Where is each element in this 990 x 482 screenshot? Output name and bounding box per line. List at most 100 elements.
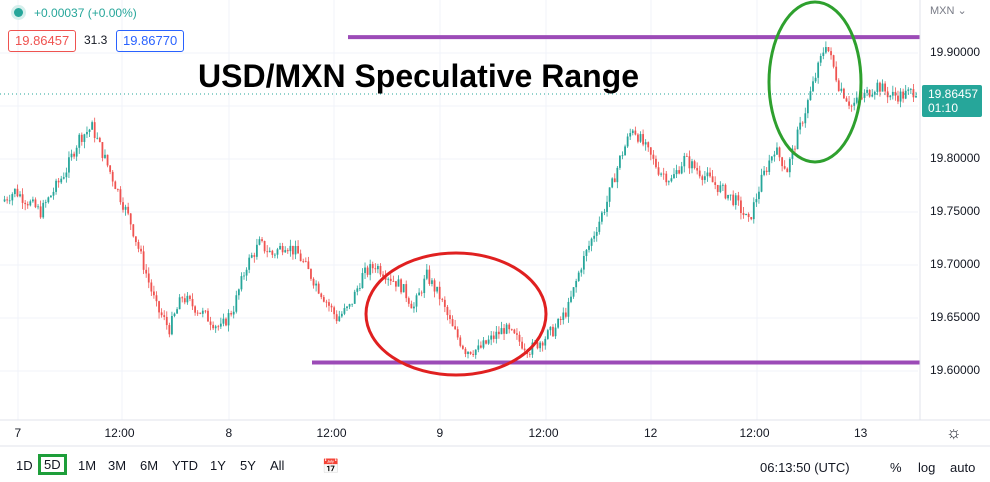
candle-body	[624, 146, 626, 156]
candle-body	[495, 331, 498, 339]
candle-body	[492, 335, 495, 339]
candle-body	[160, 312, 163, 316]
candle-body	[165, 316, 168, 326]
candle-body	[37, 206, 39, 208]
candle-body	[876, 82, 879, 92]
candle-body	[57, 180, 60, 183]
bid-price-box[interactable]: 19.86457	[8, 30, 77, 52]
candle-body	[106, 154, 109, 166]
candle-body	[353, 291, 356, 304]
candle-body	[111, 171, 114, 182]
candle-body	[395, 281, 397, 287]
timeframe-button-5d[interactable]: 5D	[38, 454, 67, 475]
candle-body	[536, 342, 539, 349]
candle-body	[809, 91, 812, 101]
candle-body	[44, 202, 47, 204]
candle-body	[176, 309, 178, 314]
candle-body	[201, 310, 204, 314]
candle-body	[153, 291, 155, 296]
candle-body	[639, 134, 642, 142]
compare-calendar-icon[interactable]: 📅	[322, 458, 340, 474]
candle-body	[510, 329, 513, 331]
candle-body	[667, 181, 670, 183]
candle-body	[843, 88, 845, 99]
x-axis-tick-label: 9	[436, 426, 444, 440]
candle-body	[268, 250, 271, 253]
candle-body	[52, 191, 55, 196]
candle-body	[740, 200, 742, 214]
candle-body	[786, 168, 789, 173]
candle-body	[356, 288, 359, 292]
candle-body	[866, 89, 868, 93]
candle-body	[734, 195, 737, 206]
candle-body	[662, 173, 665, 175]
candle-body	[546, 330, 549, 339]
candle-body	[235, 295, 238, 312]
candle-body	[912, 89, 915, 98]
clock-display[interactable]: 06:13:50 (UTC)	[760, 460, 850, 475]
candle-body	[665, 173, 668, 183]
candle-body	[505, 324, 508, 334]
timeframe-button-6m[interactable]: 6M	[140, 458, 159, 473]
candle-body	[389, 278, 392, 282]
candle-body	[817, 62, 820, 78]
candle-body	[328, 302, 330, 306]
candle-body	[19, 194, 21, 197]
x-axis-tick-label: 8	[225, 426, 233, 440]
candle-body	[845, 98, 848, 102]
candle-body	[763, 170, 765, 175]
candle-body	[137, 242, 140, 249]
candle-body	[477, 345, 480, 350]
candle-body	[837, 80, 840, 91]
symbol-label[interactable]: MXN ⌄	[930, 4, 967, 17]
gear-icon[interactable]: ☼	[946, 423, 962, 442]
candle-body	[325, 301, 328, 303]
candle-body	[729, 194, 732, 196]
timeframe-button-all[interactable]: All	[270, 458, 285, 473]
candle-body	[449, 315, 451, 320]
log-toggle[interactable]: log	[918, 460, 936, 475]
candle-body	[91, 122, 94, 130]
candle-body	[554, 327, 557, 337]
candle-body	[304, 261, 307, 263]
candle-body	[281, 245, 284, 253]
candle-body	[431, 280, 433, 284]
candle-body	[472, 353, 475, 355]
candle-body	[173, 313, 176, 317]
candle-body	[245, 269, 248, 276]
candle-body	[801, 122, 804, 124]
candle-body	[871, 94, 874, 97]
candle-body	[312, 278, 315, 286]
candle-body	[904, 90, 907, 99]
candle-body	[297, 245, 299, 254]
timeframe-button-1d[interactable]: 1D	[16, 458, 33, 473]
candle-body	[765, 170, 768, 172]
timeframe-button-ytd[interactable]: YTD	[172, 458, 198, 473]
candle-body	[96, 137, 99, 139]
timeframe-button-1m[interactable]: 1M	[78, 458, 97, 473]
candle-body	[722, 184, 724, 186]
candle-body	[750, 217, 753, 220]
percent-toggle[interactable]: %	[890, 460, 902, 475]
candle-body	[410, 303, 413, 309]
auto-toggle[interactable]: auto	[950, 460, 976, 475]
timeframe-button-3m[interactable]: 3M	[108, 458, 127, 473]
candle-body	[660, 173, 663, 175]
candle-body	[626, 136, 629, 147]
candle-body	[642, 134, 644, 145]
timeframe-button-1y[interactable]: 1Y	[210, 458, 226, 473]
candle-body	[487, 339, 490, 344]
change-text: +0.00037 (+0.00%)	[34, 6, 137, 20]
ask-price-box[interactable]: 19.86770	[116, 30, 185, 52]
y-axis-tick-label: 19.70000	[930, 257, 981, 271]
candle-body	[557, 319, 560, 328]
candle-body	[752, 202, 755, 220]
candle-body	[531, 342, 534, 355]
candle-body	[68, 157, 70, 173]
candle-body	[361, 273, 364, 289]
candle-body	[189, 295, 191, 299]
candle-body	[261, 239, 263, 241]
timeframe-button-5y[interactable]: 5Y	[240, 458, 256, 473]
candle-body	[619, 155, 621, 168]
